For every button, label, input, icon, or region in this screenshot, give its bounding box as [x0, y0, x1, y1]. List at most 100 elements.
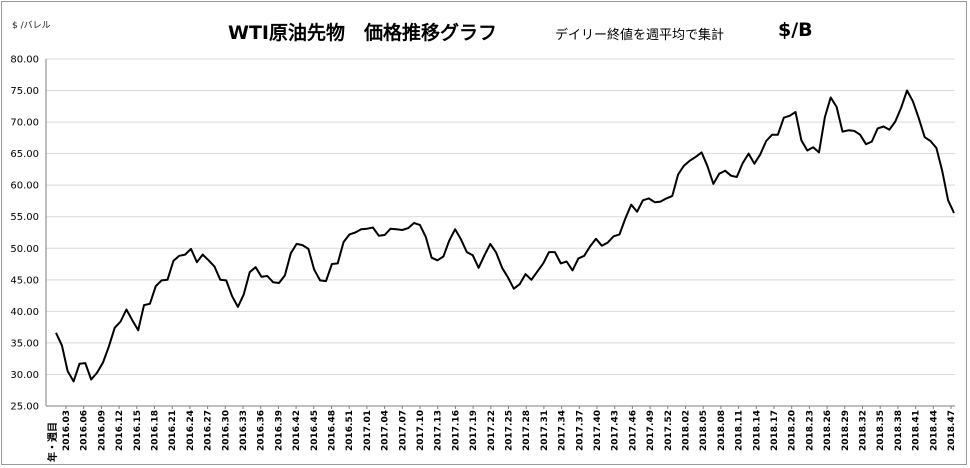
data-point: [783, 117, 785, 119]
data-point: [953, 212, 955, 214]
data-point: [413, 222, 415, 224]
data-point: [437, 259, 439, 261]
data-point: [765, 140, 767, 142]
data-point: [466, 251, 468, 253]
x-tick-label: 2017.04: [381, 410, 391, 451]
data-point: [671, 195, 673, 197]
data-point: [689, 160, 691, 162]
data-point: [906, 90, 908, 92]
data-point: [331, 263, 333, 265]
data-point: [425, 236, 427, 238]
x-tick-label: 2016.09: [97, 410, 107, 451]
x-tick-label: 2017.49: [646, 410, 656, 451]
x-tick-label: 2017.28: [522, 410, 532, 451]
data-point: [777, 134, 779, 136]
data-point: [190, 248, 192, 250]
data-point: [536, 271, 538, 273]
x-tick-label: 2018.47: [947, 410, 957, 451]
x-tick-label: 2018.41: [912, 410, 922, 451]
x-tick-label: 2018.44: [929, 410, 939, 451]
data-point: [214, 266, 216, 268]
data-point: [707, 165, 709, 167]
data-point: [806, 150, 808, 152]
data-point: [624, 218, 626, 220]
data-point: [372, 227, 374, 229]
x-tick-label: 2016.51: [345, 410, 355, 451]
data-point: [125, 309, 127, 311]
data-point: [812, 146, 814, 148]
data-point: [572, 269, 574, 271]
data-point: [642, 199, 644, 201]
data-point: [742, 162, 744, 164]
data-point: [630, 204, 632, 206]
data-point: [137, 329, 139, 331]
data-point: [795, 111, 797, 113]
data-point: [601, 245, 603, 247]
y-tick-label: 30.00: [10, 370, 39, 381]
data-point: [560, 262, 562, 264]
data-point: [589, 245, 591, 247]
data-point: [859, 134, 861, 136]
data-point: [431, 257, 433, 259]
data-point: [231, 295, 233, 297]
y-axis-unit-label: $ /バレル: [12, 21, 51, 31]
data-point: [460, 238, 462, 240]
data-point: [701, 151, 703, 153]
y-tick-labels: 25.00 30.00 35.00 40.00 45.00 50.00 55.00 60.00…: [10, 55, 39, 413]
x-tick-label: 2018.29: [841, 410, 851, 451]
data-point: [830, 97, 832, 99]
x-tick-label: 2018.35: [876, 410, 886, 451]
data-point: [677, 174, 679, 176]
data-point: [260, 276, 262, 278]
data-point: [225, 279, 227, 281]
data-point: [730, 175, 732, 177]
data-point: [120, 321, 122, 323]
data-point: [354, 232, 356, 234]
data-point: [542, 262, 544, 264]
data-point: [748, 153, 750, 155]
data-point: [619, 233, 621, 235]
data-point: [73, 380, 75, 382]
x-tick-label: 2018.05: [699, 410, 709, 451]
data-point: [67, 370, 69, 372]
data-point: [789, 115, 791, 117]
chart-unit: $/B: [778, 19, 813, 41]
data-point: [566, 261, 568, 263]
data-point: [648, 197, 650, 199]
x-tick-label: 2016.24: [186, 410, 196, 451]
x-tick-label: 2016.30: [221, 410, 231, 451]
x-tick-label: 2018.20: [788, 410, 798, 451]
y-tick-label: 65.00: [10, 149, 39, 160]
data-point: [842, 131, 844, 133]
x-tick-label: 2017.16: [451, 410, 461, 451]
data-point: [61, 344, 63, 346]
data-point: [290, 252, 292, 254]
data-point: [448, 240, 450, 242]
data-point: [759, 153, 761, 155]
gridlines: [46, 58, 955, 375]
series-line: [55, 89, 955, 383]
data-point: [325, 280, 327, 282]
chart-subtitle: デイリー終値を週平均で集計: [555, 28, 725, 43]
data-point: [378, 235, 380, 237]
series-group: [55, 89, 955, 383]
data-point: [888, 129, 890, 131]
data-point: [583, 255, 585, 257]
data-point: [307, 248, 309, 250]
x-tick-label: 2017.19: [469, 410, 479, 451]
x-tick-label: 2016.03: [62, 410, 72, 451]
x-tick-label: 2017.43: [611, 410, 621, 451]
data-point: [390, 228, 392, 230]
data-point: [313, 269, 315, 271]
x-tick-label: 2016.45: [310, 410, 320, 451]
data-point: [84, 362, 86, 364]
data-point: [96, 372, 98, 374]
data-point: [519, 283, 521, 285]
data-point: [266, 275, 268, 277]
x-tick-label: 2016.12: [115, 410, 125, 451]
data-point: [683, 165, 685, 167]
data-point: [554, 251, 556, 253]
data-point: [853, 130, 855, 132]
data-point: [912, 100, 914, 102]
